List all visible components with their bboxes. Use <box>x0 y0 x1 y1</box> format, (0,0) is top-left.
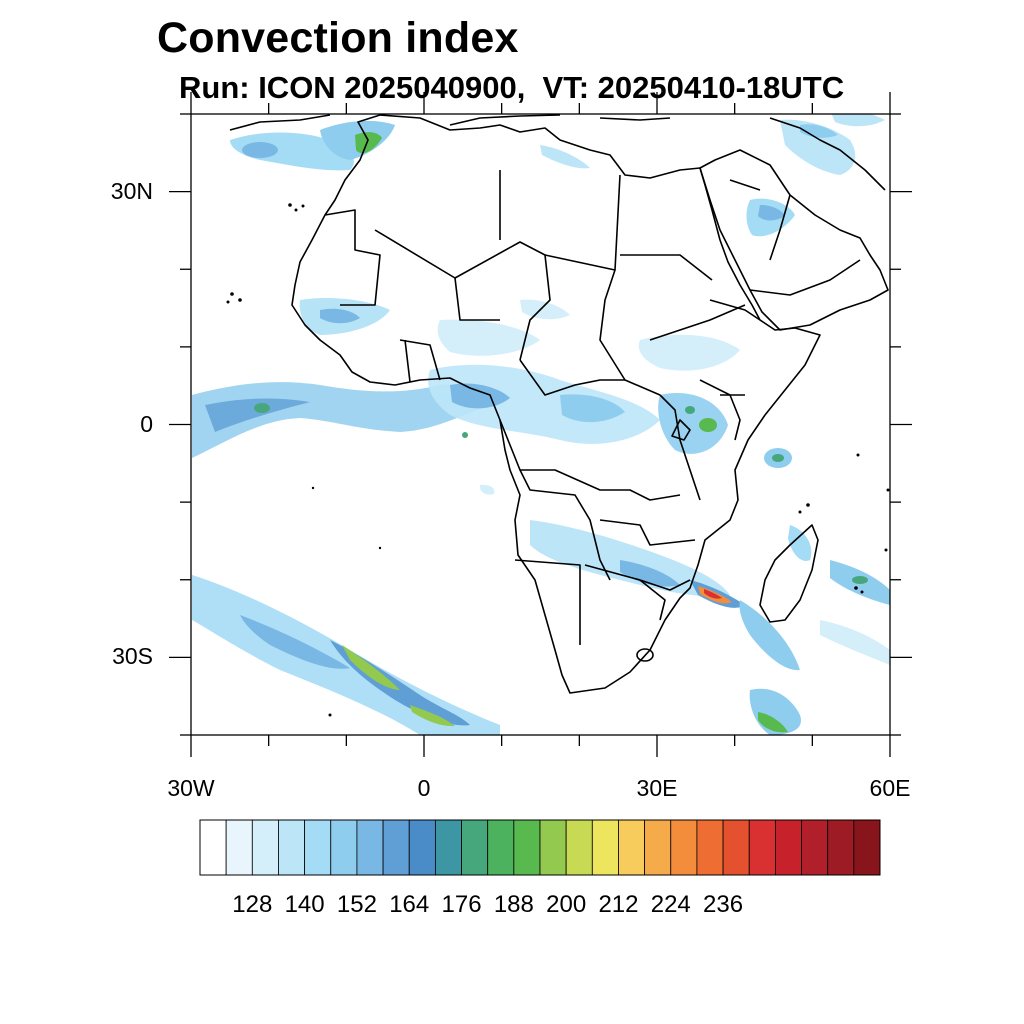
colorbar-swatch <box>801 819 829 876</box>
colorbar-swatch <box>304 819 332 876</box>
lat-tick-label: 0 <box>140 410 153 437</box>
colorbar-swatch <box>565 819 593 876</box>
colorbar-swatch <box>278 819 306 876</box>
axis-ticks <box>169 92 912 757</box>
colorbar-label: 200 <box>546 891 586 918</box>
colorbar-swatch <box>199 819 227 876</box>
lat-tick-label: 30N <box>110 177 153 204</box>
colorbar-outline <box>199 819 881 876</box>
lon-tick-label: 30W <box>167 775 215 801</box>
colorbar-label: 140 <box>285 891 325 918</box>
colorbar-label: 212 <box>598 891 638 918</box>
colorbar-swatch <box>434 819 462 876</box>
colorbar-swatch <box>644 819 672 876</box>
colorbar-label: 236 <box>703 891 743 918</box>
colorbar-swatch <box>382 819 410 876</box>
colorbar-swatch <box>618 819 646 876</box>
colorbar-swatch <box>408 819 436 876</box>
colorbar-label: 128 <box>232 891 272 918</box>
islands <box>226 203 890 717</box>
colorbar-swatch <box>774 819 802 876</box>
lon-tick-label: 60E <box>869 775 911 801</box>
colorbar-swatch <box>251 819 279 876</box>
chart-subtitle: Run: ICON 2025040900, VT: 20250410-18UTC <box>179 70 845 105</box>
convection-shading <box>192 114 890 735</box>
colorbar-swatch <box>827 819 855 876</box>
colorbar-swatch <box>356 819 384 876</box>
colorbar-label: 188 <box>494 891 534 918</box>
colorbar-label: 176 <box>442 891 482 918</box>
colorbar-swatch <box>696 819 724 876</box>
colorbar-swatch <box>748 819 776 876</box>
coastlines <box>229 114 889 694</box>
colorbar-label: 224 <box>651 891 691 918</box>
colorbar-swatch <box>513 819 541 876</box>
colorbar-swatch <box>722 819 750 876</box>
colorbar-swatch <box>461 819 489 876</box>
lon-tick-label: 0 <box>417 775 431 801</box>
colorbar-swatch <box>670 819 698 876</box>
colorbar: 128 140 152 164 176 188 200 212 224 236 <box>199 819 881 918</box>
colorbar-swatch <box>487 819 515 876</box>
lat-tick-label: 30S <box>112 643 153 670</box>
lon-tick-label: 30E <box>636 775 678 801</box>
colorbar-swatch <box>330 819 358 876</box>
colorbar-label: 152 <box>337 891 377 918</box>
colorbar-swatch <box>539 819 567 876</box>
colorbar-swatch <box>591 819 619 876</box>
colorbar-label: 164 <box>389 891 429 918</box>
chart-title: Convection index <box>157 14 519 62</box>
colorbar-swatch <box>225 819 253 876</box>
colorbar-swatch <box>853 819 881 876</box>
